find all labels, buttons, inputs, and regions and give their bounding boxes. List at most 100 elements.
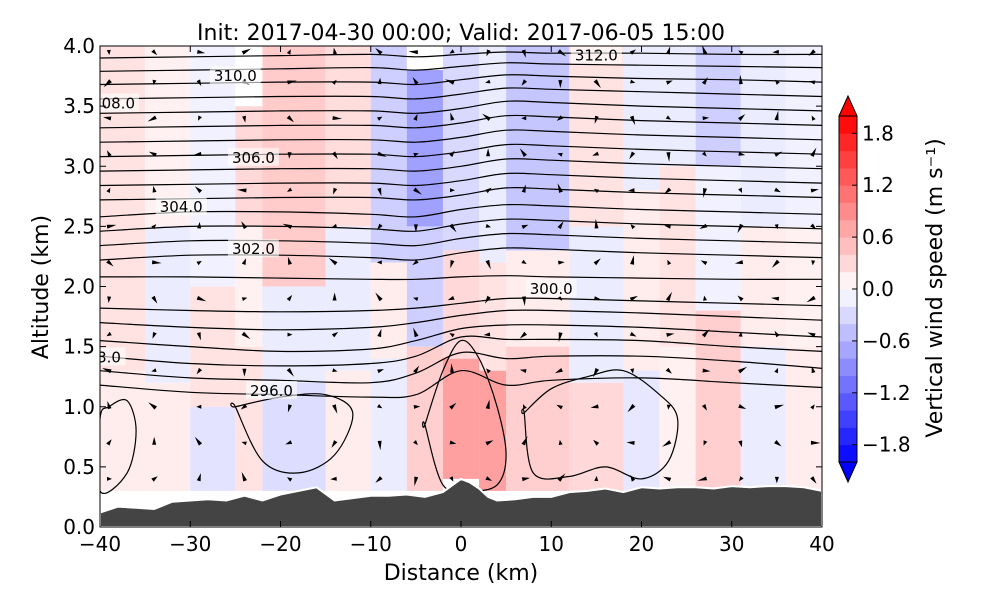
shading-cell-25	[442, 46, 480, 251]
colorbar-segment-7	[839, 323, 857, 342]
wind-vector-161	[594, 296, 601, 301]
wind-vector-53	[285, 440, 293, 445]
x-tick-label-3: −10	[350, 532, 392, 556]
wind-vector-131	[521, 436, 528, 446]
wind-vector-38	[197, 49, 206, 54]
wind-vector-111	[449, 223, 457, 233]
wind-vector-6	[106, 259, 114, 267]
wind-vector-2	[107, 401, 112, 410]
wind-vector-149	[558, 260, 565, 265]
wind-vector-164	[593, 188, 600, 194]
wind-vector-88	[377, 116, 383, 121]
wind-vector-114	[450, 112, 455, 121]
wind-vector-229	[774, 187, 781, 193]
wind-vector-13	[151, 476, 158, 482]
closed-contour-2	[422, 339, 507, 493]
wind-vector-49	[242, 115, 246, 123]
theta-contour-line-0	[100, 51, 822, 59]
wind-vector-128	[485, 79, 491, 84]
contour-label-3: 306.0	[232, 149, 275, 167]
shading-cell-44	[740, 346, 786, 491]
wind-vector-21	[152, 185, 157, 193]
wind-vector-58	[287, 256, 292, 265]
wind-vector-25	[151, 49, 158, 56]
wind-vector-76	[331, 79, 337, 85]
shading-cell-22	[406, 70, 443, 227]
colorbar-segment-3	[839, 392, 857, 411]
wind-vector-78	[375, 476, 383, 483]
wind-vector-98	[413, 224, 418, 233]
wind-vector-127	[482, 113, 491, 121]
contour-label-bg-8	[245, 381, 297, 400]
wind-vector-68	[332, 368, 338, 372]
wind-vector-123	[485, 259, 491, 270]
wind-vector-5	[107, 296, 112, 303]
wind-vector-112	[450, 188, 455, 193]
colorbar-segment-17	[839, 150, 857, 169]
colorbar-segment-16	[839, 167, 857, 186]
wind-vector-213	[737, 295, 744, 302]
y-tick-label-2: 1.0	[63, 395, 95, 419]
wind-vector-211	[738, 366, 748, 374]
contour-label-bg-3	[227, 147, 279, 166]
y-axis: 0.0 0.5 1.0 1.5 2.0 2.5 3.0 3.5 4.0	[63, 34, 822, 539]
wind-vector-182	[663, 476, 672, 482]
wind-vector-134	[519, 331, 527, 339]
wind-vector-191	[666, 152, 671, 162]
wind-vector-18	[151, 295, 158, 304]
wind-vector-188	[667, 259, 672, 266]
wind-vector-144	[558, 439, 563, 446]
y-tick-label-8: 4.0	[63, 34, 95, 58]
shading-cell-0	[100, 370, 146, 491]
wind-vector-113	[449, 150, 455, 157]
wind-vector-23	[147, 115, 157, 122]
wind-vector-222	[774, 440, 782, 447]
wind-vector-77	[333, 47, 337, 55]
wind-vector-221	[774, 476, 779, 484]
wind-vector-31	[196, 295, 207, 302]
terrain-surface	[100, 477, 822, 527]
contour-label-bg-4	[155, 197, 207, 216]
wind-vector-84	[376, 260, 382, 265]
wind-vector-192	[665, 115, 672, 120]
wind-vector-110	[450, 260, 455, 269]
shading-cell-27	[479, 262, 507, 371]
shading-cell-26	[479, 370, 507, 491]
wind-vector-238	[807, 332, 816, 338]
wind-vector-57	[286, 294, 293, 302]
colorbar-segment-8	[839, 306, 857, 325]
wind-vectors	[102, 46, 821, 487]
wind-vector-67	[332, 404, 338, 414]
wind-vector-27	[194, 436, 203, 446]
wind-vector-16	[151, 368, 157, 372]
wind-vector-232	[774, 79, 780, 85]
wind-vector-97	[412, 259, 419, 266]
wind-vector-181	[629, 49, 637, 55]
wind-vector-133	[519, 369, 527, 373]
wind-vector-230	[774, 151, 783, 157]
wind-vector-10	[103, 116, 112, 121]
y-tick-label-5: 2.5	[63, 214, 95, 238]
x-axis: −40 −30 −20 −10 0 10 20 30 40	[79, 46, 835, 556]
wind-vector-156	[594, 475, 599, 482]
wind-vector-8	[106, 187, 111, 193]
wind-vector-159	[593, 368, 600, 378]
contour-label-0: 312.0	[575, 47, 618, 65]
wind-vector-75	[332, 116, 343, 120]
wind-vector-60	[287, 187, 293, 192]
wind-vector-125	[485, 187, 492, 194]
wind-vector-122	[484, 295, 491, 304]
theta-contour-line-3	[100, 87, 822, 100]
wind-vector-237	[811, 366, 816, 374]
wind-vector-24	[152, 79, 157, 85]
y-tick-label-1: 0.5	[63, 455, 95, 479]
closed-contour-0	[100, 398, 137, 494]
shading-cell-20	[406, 346, 443, 491]
wind-vector-193	[666, 80, 673, 85]
wind-vector-83	[375, 292, 383, 302]
contour-label-7: 3.0	[97, 348, 121, 366]
contour-labels: 312.0 310.0 308.0 306.0 304.0 302.0 300.0 3.0 29…	[97, 46, 622, 400]
wind-vector-202	[699, 223, 708, 229]
wind-vector-140	[521, 116, 527, 121]
wind-vector-101	[413, 113, 418, 121]
